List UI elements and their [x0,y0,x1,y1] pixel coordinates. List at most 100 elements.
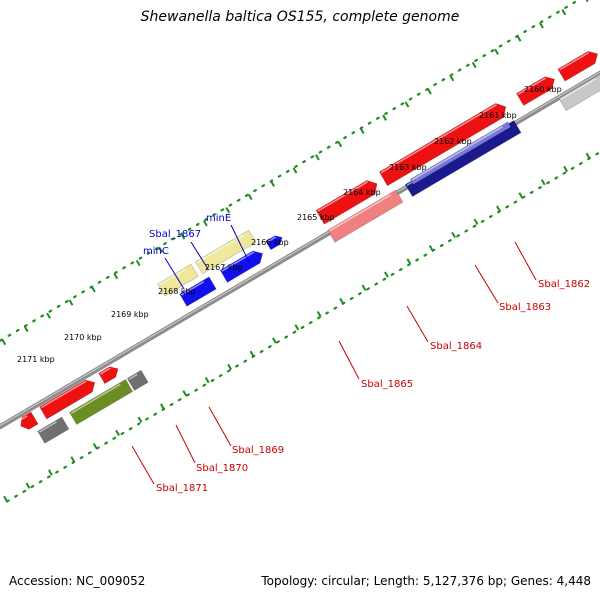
ruler-dot [244,361,246,362]
ruler-dot [400,269,402,270]
ruler-tick [295,325,298,330]
ruler-dot [367,288,369,289]
ruler-dot [573,2,575,3]
ruler-dot [15,496,17,497]
ruler-tick [293,168,296,173]
ruler-dot [295,166,297,167]
tick-label: 2169 kbp [111,310,149,319]
ruler-dot [475,60,477,61]
ruler-tick [250,351,253,356]
accession-text: Accession: NC_009052 [9,574,145,588]
ruler-tick [94,444,97,449]
genome-map-view: Shewanella baltica OS155, complete genom… [0,0,600,600]
ruler-dot [131,262,133,263]
ruler-tick [183,391,186,396]
ruler-tick [517,36,520,41]
ruler-tick [2,340,5,345]
ruler-dot [40,481,42,482]
ruler-dot [483,55,485,56]
ruler-dot [465,231,467,232]
ruler-dot [269,346,271,347]
ruler-dot [32,486,34,487]
ruler-tick [71,457,74,462]
ruler-dot [146,419,148,420]
ruler-dot [164,243,166,244]
ruler-tick [385,272,388,277]
ruler-tick [69,300,72,305]
ruler-dot [105,443,107,444]
gene-label-mine: minE [206,213,231,224]
ruler-dot [294,332,296,333]
ruler-dot [17,330,19,331]
ruler-dot [492,50,494,51]
gene-label-sbal-1865: Sbal_1865 [361,379,413,390]
tick-label: 2161 kbp [479,111,517,120]
ruler-dot [443,79,445,80]
ruler-dot [336,142,338,143]
ruler-dot [195,390,197,391]
gene-label-leader [132,446,154,484]
gene-label-leader [176,425,195,463]
ruler-dot [434,84,436,85]
ruler-tick [495,49,498,54]
ruler-dot [385,113,387,114]
ruler-dot [197,224,199,225]
ruler-dot [107,277,109,278]
ruler-dot [23,491,25,492]
ruler-dot [474,226,476,227]
gene-label-sbal-1863: Sbal_1863 [499,302,551,313]
ruler-dot [262,185,264,186]
ruler-tick [271,181,274,186]
ruler-dot [179,399,181,400]
ruler-tick [362,285,365,290]
ruler-tick [138,417,141,422]
ruler-dot [410,99,412,100]
ruler-dot [123,267,125,268]
ruler-dot [238,200,240,201]
ruler-dot [425,255,427,256]
ruler-dot [549,17,551,18]
ruler-dot [596,153,598,154]
ruler-dot [392,274,394,275]
ruler-tick [49,470,52,475]
gene-label-leader [475,265,498,303]
ruler-tick [26,483,29,488]
ruler-tick [407,259,410,264]
gene-label-sbal-1869: Sbal_1869 [232,445,284,456]
ruler-dot [375,284,377,285]
ruler-tick [562,10,565,15]
ruler-dot [369,123,371,124]
ruler-tick [316,155,319,160]
ruler-dot [556,177,558,178]
topology-text: Topology: circular; Length: 5,127,376 bp… [261,574,591,588]
ruler-dot [580,163,582,164]
ruler-dot [359,293,361,294]
ruler-tick [540,23,543,28]
ruler-tick [519,193,522,198]
gene-label-leader [209,407,231,446]
ruler-dot [66,301,68,302]
ruler-dot [261,351,263,352]
ruler-tick [161,404,164,409]
gene-features [0,0,600,540]
genome-map: 2160 kbp 2161 kbp 2162 kbp 2163 kbp 2164… [0,0,600,600]
ruler-dot [408,264,410,265]
gene-label-sbal-1867: Sbal_1867 [149,229,201,240]
ruler-dot [56,472,58,473]
ruler-dot [220,375,222,376]
ruler-dot [482,221,484,222]
ruler-tick [361,128,364,133]
ruler-tick [542,180,545,185]
tick-label: 2170 kbp [64,333,102,342]
ruler-dot [377,118,379,119]
ruler-dot [572,168,574,169]
ruler-dot [285,337,287,338]
ruler-dot [81,457,83,458]
tick-label: 2165 kbp [297,213,335,222]
ruler-tick [114,274,117,279]
ruler-dot [99,282,101,283]
ruler-dot [351,298,353,299]
ruler-tick [318,312,321,317]
ruler-dot [531,192,533,193]
ruler-dot [335,308,337,309]
